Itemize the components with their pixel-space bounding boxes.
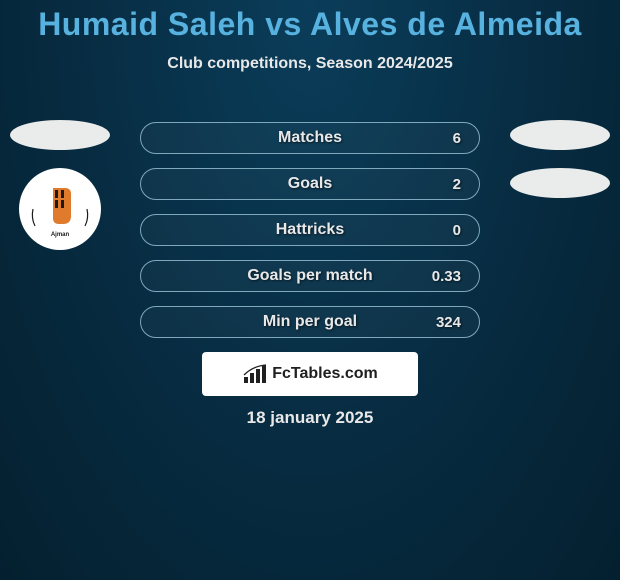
stat-right-value: 0 (453, 222, 461, 239)
stat-label: Matches (278, 129, 342, 147)
stat-right-value: 2 (453, 176, 461, 193)
subtitle: Club competitions, Season 2024/2025 (0, 55, 620, 73)
left-club-logo: Ajman (19, 168, 101, 250)
stat-row: Min per goal 324 (140, 306, 480, 338)
comparison-card: Humaid Saleh vs Alves de Almeida Club co… (0, 0, 620, 580)
stat-label: Hattricks (276, 221, 344, 239)
right-value-pill (510, 168, 610, 198)
page-title: Humaid Saleh vs Alves de Almeida (0, 0, 620, 43)
stat-label: Min per goal (263, 313, 357, 331)
stat-right-value: 0.33 (432, 268, 461, 285)
left-value-pill (10, 120, 110, 150)
stat-right-value: 6 (453, 130, 461, 147)
stat-row: Matches 6 (140, 122, 480, 154)
stat-row: Hattricks 0 (140, 214, 480, 246)
svg-text:Ajman: Ajman (51, 232, 70, 238)
footer-text: FcTables.com (272, 365, 378, 383)
right-value-pill (510, 120, 610, 150)
bar-chart-icon (242, 363, 268, 385)
ajman-club-icon: Ajman (25, 174, 95, 244)
right-player-column (510, 120, 610, 216)
stat-row: Goals per match 0.33 (140, 260, 480, 292)
stat-right-value: 324 (436, 314, 461, 331)
stat-label: Goals per match (247, 267, 372, 285)
stat-label: Goals (288, 175, 332, 193)
stat-row: Goals 2 (140, 168, 480, 200)
stats-list: Matches 6 Goals 2 Hattricks 0 Goals per … (140, 122, 480, 352)
left-player-column: Ajman (10, 120, 110, 250)
date-label: 18 january 2025 (0, 408, 620, 428)
footer-branding: FcTables.com (202, 352, 418, 396)
